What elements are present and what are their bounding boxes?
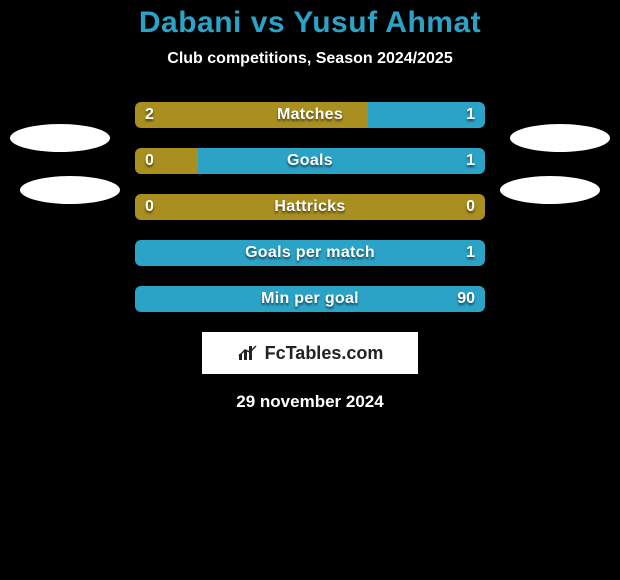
comparison-infographic: Dabani vs Yusuf Ahmat Club competitions,… <box>0 0 620 580</box>
value-left: 0 <box>135 194 164 220</box>
value-right: 1 <box>456 102 485 128</box>
branding-box: FcTables.com <box>202 332 418 374</box>
footer-date: 29 november 2024 <box>0 392 620 412</box>
branding-text: FcTables.com <box>265 343 384 364</box>
compare-row: Goals0 1 <box>135 148 485 174</box>
club-badge-right-1 <box>510 124 610 152</box>
page-subtitle: Club competitions, Season 2024/2025 <box>0 50 620 68</box>
value-left <box>135 240 155 266</box>
club-badge-left-1 <box>10 124 110 152</box>
value-right: 1 <box>456 148 485 174</box>
value-left: 0 <box>135 148 164 174</box>
bar-label: Goals <box>135 148 485 174</box>
compare-row: Min per goal90 <box>135 286 485 312</box>
value-left: 2 <box>135 102 164 128</box>
compare-row: Goals per match1 <box>135 240 485 266</box>
bar-label: Matches <box>135 102 485 128</box>
bar-label: Min per goal <box>135 286 485 312</box>
compare-row: Hattricks0 0 <box>135 194 485 220</box>
value-right: 90 <box>447 286 485 312</box>
bar-chart-icon <box>237 344 259 362</box>
club-badge-right-2 <box>500 176 600 204</box>
value-left <box>135 286 155 312</box>
page-title: Dabani vs Yusuf Ahmat <box>0 0 620 40</box>
club-badge-left-2 <box>20 176 120 204</box>
value-right: 1 <box>456 240 485 266</box>
compare-row: Matches2 1 <box>135 102 485 128</box>
value-right: 0 <box>456 194 485 220</box>
bar-label: Hattricks <box>135 194 485 220</box>
bar-label: Goals per match <box>135 240 485 266</box>
